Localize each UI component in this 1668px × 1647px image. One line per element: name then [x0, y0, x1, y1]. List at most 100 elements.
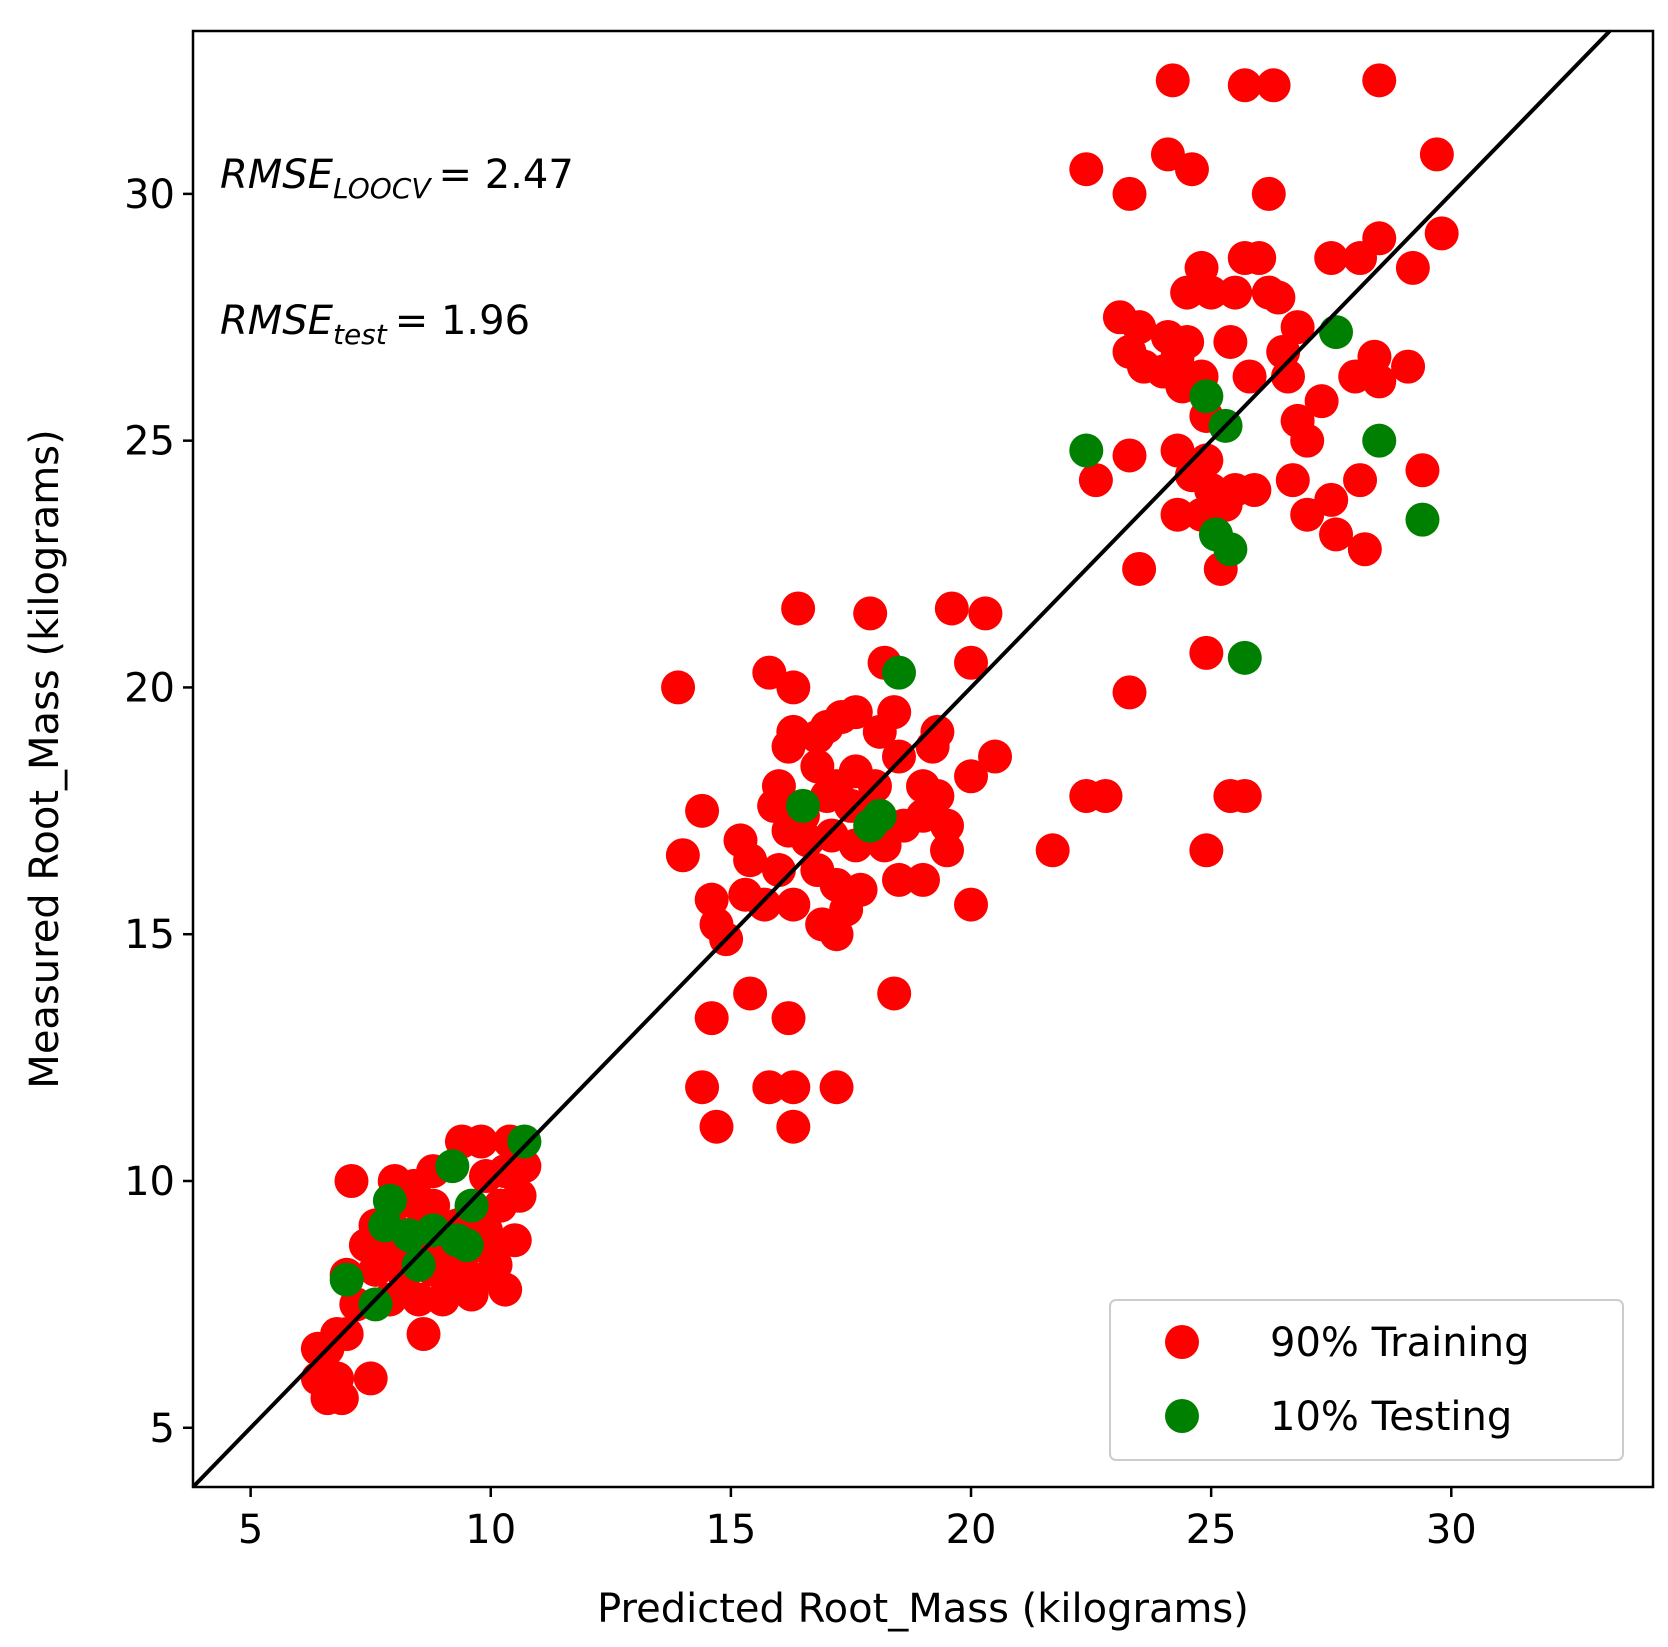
legend-label-training: 90% Training — [1270, 1320, 1529, 1366]
training-point-144 — [819, 1070, 854, 1105]
training-point-148 — [464, 1124, 499, 1159]
training-point-138 — [733, 976, 768, 1011]
training-point-59 — [1208, 487, 1243, 522]
rmse-loocv-label: RMSE — [220, 152, 334, 198]
training-point-0 — [1155, 63, 1190, 98]
testing-point-1 — [1189, 379, 1224, 414]
axis-ticks: 5 10 15 20 25 30 5 10 15 20 25 30 — [124, 172, 1477, 1553]
training-point-12 — [1343, 241, 1378, 276]
legend-label-testing: 10% Testing — [1270, 1394, 1512, 1440]
training-point-90 — [881, 739, 916, 774]
testing-point-23 — [329, 1262, 364, 1297]
training-point-139 — [694, 1001, 729, 1036]
training-point-106 — [685, 793, 720, 828]
training-point-8 — [1251, 176, 1286, 211]
training-point-2 — [1256, 68, 1291, 103]
training-point-56 — [1078, 463, 1113, 498]
training-point-45 — [1290, 423, 1325, 458]
training-point-51 — [1343, 463, 1378, 498]
training-point-140 — [771, 1001, 806, 1036]
training-point-130 — [776, 887, 811, 922]
training-point-142 — [752, 1070, 787, 1105]
training-point-22 — [1261, 280, 1296, 315]
training-point-136 — [954, 887, 989, 922]
testing-point-21 — [449, 1228, 484, 1263]
y-axis-title: Measured Root_Mass (kilograms) — [22, 429, 68, 1088]
training-point-92 — [978, 739, 1013, 774]
training-point-44 — [1304, 384, 1339, 419]
training-point-10 — [1424, 216, 1459, 251]
training-point-126 — [1189, 833, 1224, 868]
training-point-176 — [358, 1252, 393, 1287]
legend-box — [1109, 1299, 1624, 1461]
reference-line — [191, 29, 1612, 1489]
training-point-85 — [771, 729, 806, 764]
training-point-116 — [665, 838, 700, 873]
rmse-loocv-subscript: LOOCV — [333, 172, 432, 205]
training-point-103 — [1088, 779, 1123, 814]
training-point-9 — [1419, 137, 1454, 172]
x-tick-label-5: 5 — [238, 1507, 263, 1553]
training-point-69 — [968, 596, 1003, 631]
training-point-39 — [1362, 364, 1397, 399]
x-axis-title: Predicted Root_Mass (kilograms) — [597, 1586, 1249, 1632]
testing-point-22 — [401, 1247, 436, 1282]
testing-point-3 — [1069, 433, 1104, 468]
training-point-186 — [454, 1277, 489, 1312]
testing-point-10 — [785, 788, 820, 823]
training-point-19 — [1170, 275, 1205, 310]
rmse-test-label: RMSE — [220, 298, 334, 344]
training-point-161 — [502, 1178, 537, 1213]
testing-point-12 — [862, 798, 897, 833]
x-tick-label-15: 15 — [705, 1507, 756, 1553]
training-point-25 — [1280, 310, 1315, 345]
y-tick-label-15: 15 — [124, 912, 175, 958]
training-point-18 — [1194, 275, 1229, 310]
training-point-3 — [1362, 63, 1397, 98]
training-point-123 — [906, 862, 940, 897]
training-point-15 — [1242, 241, 1277, 276]
training-point-32 — [1160, 339, 1195, 374]
testing-point-24 — [358, 1287, 393, 1322]
training-point-197 — [324, 1381, 359, 1416]
training-point-36 — [1232, 359, 1267, 394]
training-point-84 — [809, 709, 844, 744]
rmse-loocv-annotation: RMSELOOCV = 2.47 — [220, 152, 574, 205]
testing-point-0 — [1319, 315, 1354, 350]
legend: 90% Training 10% Testing — [1109, 1299, 1624, 1461]
training-point-47 — [1160, 433, 1195, 468]
training-point-40 — [1391, 349, 1426, 384]
x-tick-label-20: 20 — [946, 1507, 997, 1553]
y-tick-label-25: 25 — [124, 419, 175, 465]
training-point-67 — [853, 596, 888, 631]
training-point-57 — [1160, 497, 1195, 532]
training-point-145 — [699, 1109, 734, 1144]
rmse-test-annotation: RMSEtest = 1.96 — [220, 298, 530, 351]
training-point-63 — [1347, 532, 1382, 567]
training-point-95 — [757, 788, 792, 823]
training-point-1 — [1227, 68, 1262, 103]
training-point-82 — [877, 695, 912, 730]
training-point-187 — [488, 1272, 523, 1307]
training-point-6 — [1174, 152, 1209, 187]
training-point-125 — [1035, 833, 1070, 868]
training-point-146 — [776, 1109, 811, 1144]
training-point-133 — [819, 917, 854, 952]
training-point-72 — [1189, 635, 1224, 670]
legend-marker-testing — [1165, 1399, 1199, 1433]
training-point-7 — [1112, 176, 1147, 211]
testing-point-16 — [454, 1188, 489, 1223]
y-tick-label-10: 10 — [124, 1159, 175, 1205]
training-point-66 — [781, 591, 816, 626]
y-tick-label-30: 30 — [124, 172, 175, 218]
testing-point-5 — [1405, 502, 1440, 537]
training-point-13 — [1314, 241, 1349, 276]
training-point-190 — [406, 1316, 441, 1351]
x-tick-label-30: 30 — [1426, 1507, 1477, 1553]
training-point-93 — [954, 759, 989, 794]
training-point-4 — [1069, 152, 1104, 187]
training-point-129 — [747, 887, 782, 922]
training-point-61 — [1314, 482, 1349, 517]
testing-point-8 — [1227, 640, 1262, 675]
training-point-62 — [1319, 517, 1354, 552]
